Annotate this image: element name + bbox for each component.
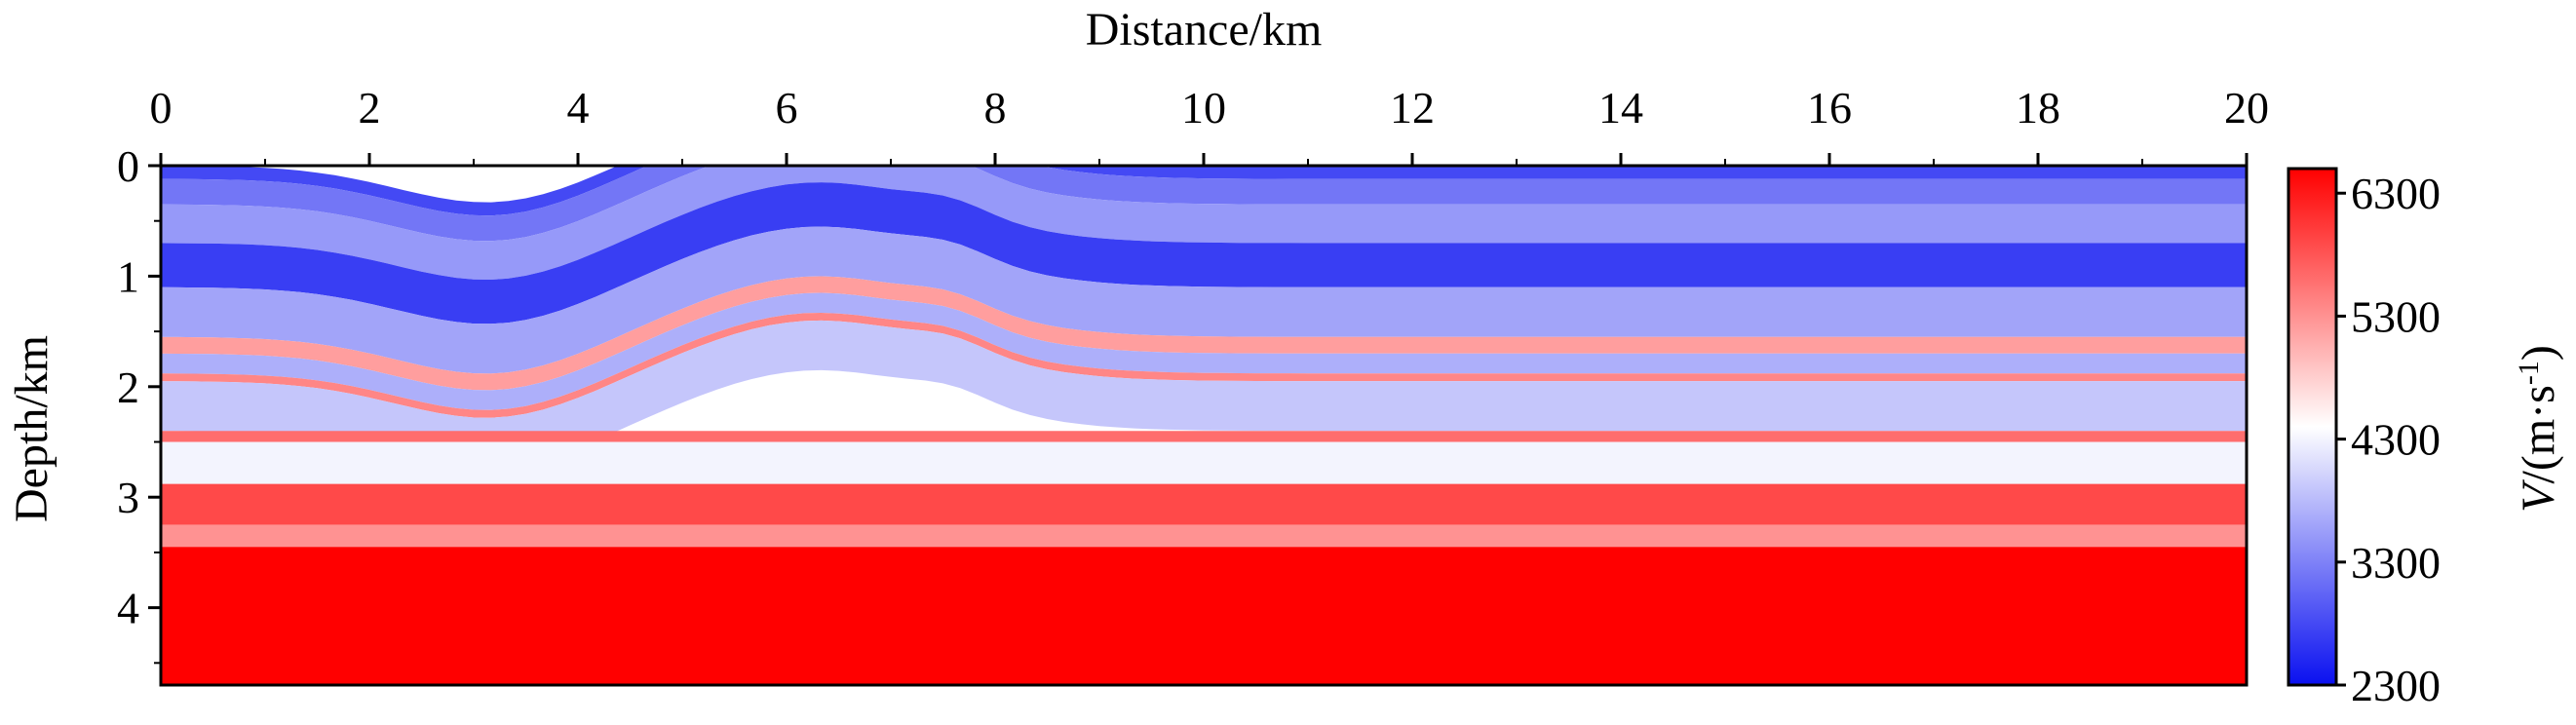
y-tick-label: 4: [117, 584, 139, 633]
colorbar-tick-label: 6300: [2351, 169, 2441, 218]
colorbar-tick-label: 5300: [2351, 291, 2441, 341]
x-tick-label: 2: [359, 83, 381, 133]
colorbar-tick-label: 4300: [2351, 415, 2441, 465]
colorbar-label-exponent: -1: [2513, 361, 2545, 385]
x-tick-label: 18: [2016, 83, 2060, 133]
x-axis-title: Distance/km: [1086, 4, 1323, 56]
velocity-layer: [161, 166, 2247, 242]
x-tick-label: 4: [567, 83, 590, 133]
velocity-layer: [161, 166, 2247, 216]
colorbar-label-unit: /(m·s: [2513, 385, 2564, 483]
y-tick-label: 2: [117, 362, 139, 412]
colorbar-ticks: 2300 3300 4300 5300 6300: [2336, 169, 2441, 710]
y-tick-label: 1: [117, 251, 139, 301]
velocity-heatmap: [161, 166, 2247, 685]
x-tick-label: 6: [776, 83, 798, 133]
velocity-layer: [161, 483, 2247, 525]
y-axis-title: Depth/km: [6, 335, 58, 522]
x-tick-label: 20: [2224, 83, 2269, 133]
x-tick-label: 0: [150, 83, 173, 133]
y-axis-ticks: 0 1 2 3 4: [117, 141, 161, 665]
colorbar-label-close: ): [2513, 345, 2564, 361]
x-tick-label: 14: [1598, 83, 1643, 133]
x-axis-ticks: 0 2 4 6 8 10 12 14 16 18 20: [150, 83, 2269, 166]
x-tick-label: 12: [1390, 83, 1435, 133]
velocity-layer: [161, 166, 2247, 280]
velocity-layer: [161, 431, 2247, 442]
velocity-layer: [161, 441, 2247, 484]
velocity-layer: [161, 547, 2247, 685]
velocity-layer: [161, 226, 2247, 374]
colorbar-label: V/(m·s-1): [2513, 345, 2565, 513]
velocity-layer: [161, 524, 2247, 548]
x-tick-label: 8: [984, 83, 1007, 133]
colorbar-tick-label: 3300: [2351, 538, 2441, 588]
velocity-layer: [161, 320, 2247, 468]
x-tick-label: 16: [1807, 83, 1852, 133]
velocity-layer: [161, 182, 2247, 324]
y-tick-label: 0: [117, 141, 139, 191]
colorbar-tick-label: 2300: [2351, 661, 2441, 710]
x-tick-label: 10: [1181, 83, 1226, 133]
colorbar: [2287, 167, 2338, 687]
y-tick-label: 3: [117, 473, 139, 522]
colorbar-label-symbol: V: [2513, 479, 2564, 513]
